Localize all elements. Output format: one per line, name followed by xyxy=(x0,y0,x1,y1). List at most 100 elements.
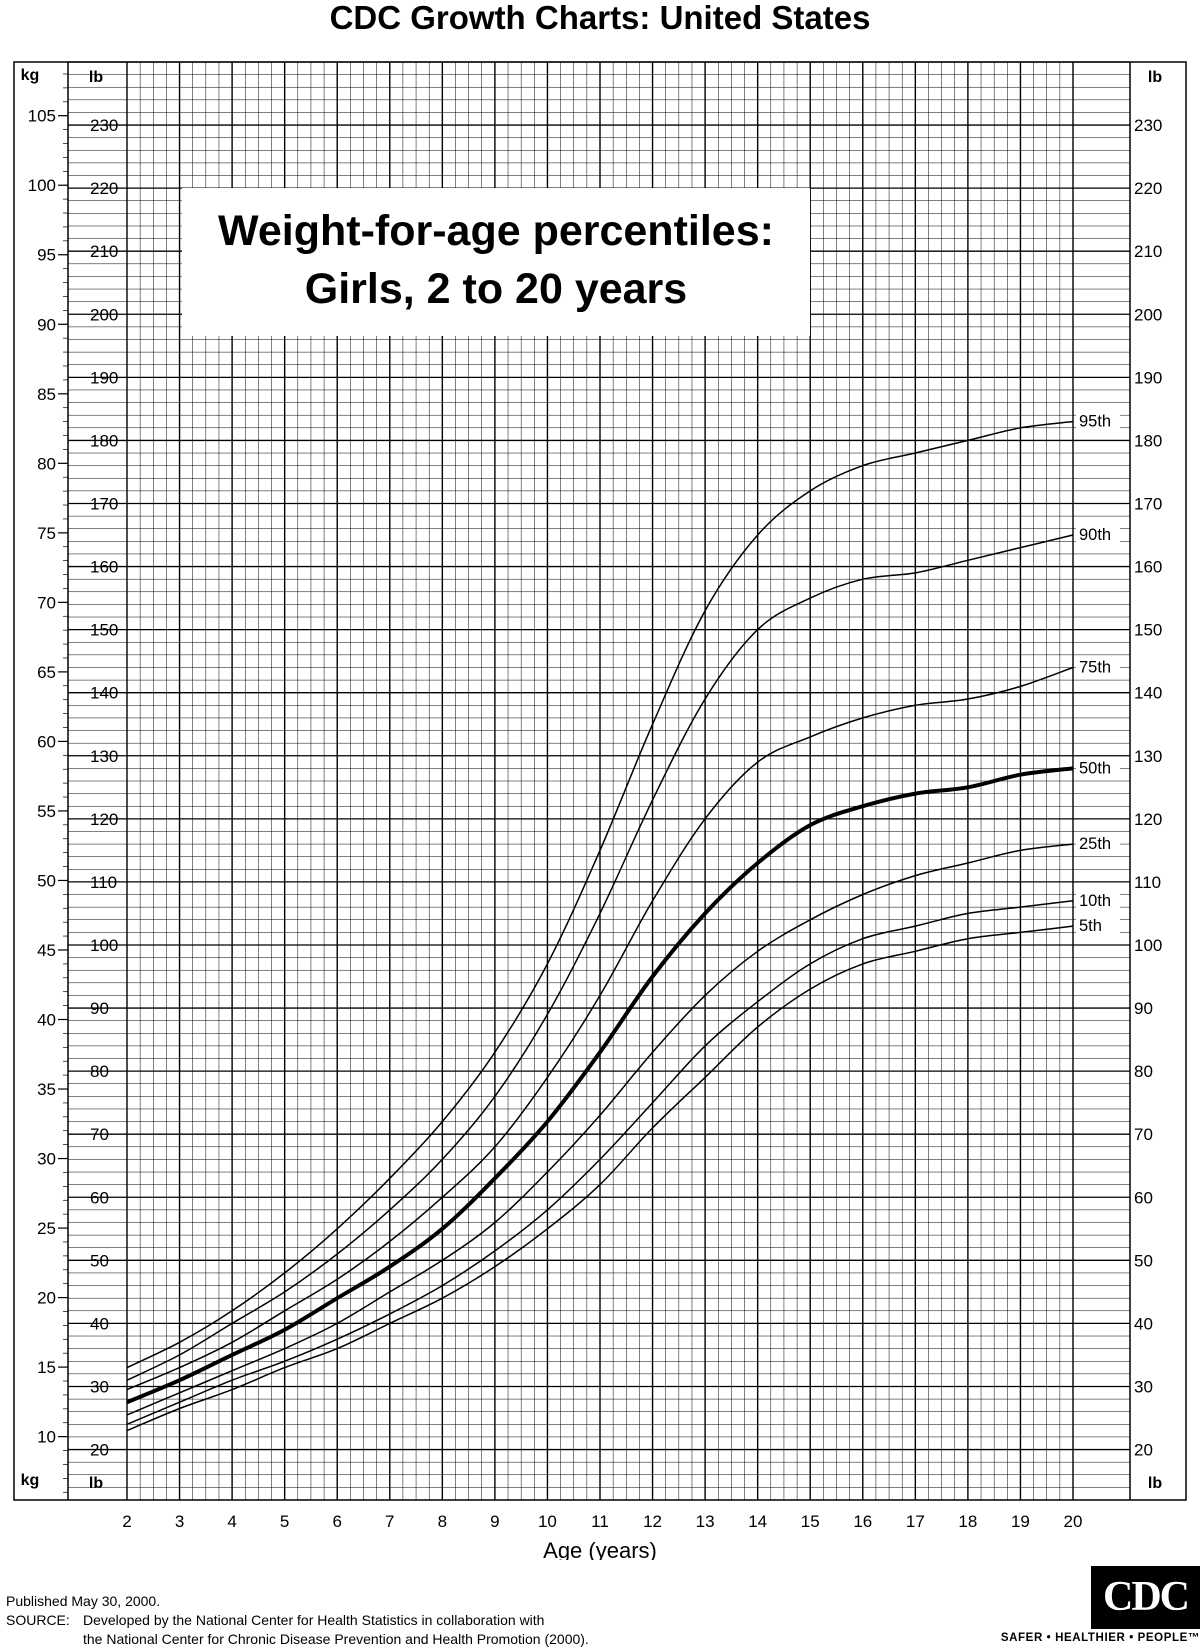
kg-tick-label: 20 xyxy=(37,1289,56,1308)
source-line-2: the National Center for Chronic Disease … xyxy=(83,1631,589,1647)
lb-tick-label-right: 140 xyxy=(1134,684,1162,703)
curve-90th xyxy=(126,534,1074,1381)
kg-tick-label: 95 xyxy=(37,246,56,265)
lb-tick-label-right: 130 xyxy=(1134,747,1162,766)
lb-tick-label-left: 40 xyxy=(90,1314,109,1333)
x-tick-label: 2 xyxy=(122,1512,131,1531)
lb-tick-label-left: 60 xyxy=(90,1188,109,1207)
lb-tick-label-right: 210 xyxy=(1134,242,1162,261)
lb-tick-label-left: 110 xyxy=(90,873,117,892)
x-tick-label: 3 xyxy=(175,1512,184,1531)
lb-tick-label-left: 210 xyxy=(90,242,118,261)
x-tick-label: 19 xyxy=(1011,1512,1030,1531)
series-label-10th: 10th xyxy=(1079,892,1111,910)
x-tick-label: 20 xyxy=(1064,1512,1083,1531)
x-tick-label: 4 xyxy=(227,1512,236,1531)
lb-tick-label-right: 50 xyxy=(1134,1251,1153,1270)
lb-tick-label-right: 170 xyxy=(1134,494,1162,513)
lb-tick-label-right: 190 xyxy=(1134,368,1162,387)
x-tick-label: 18 xyxy=(958,1512,977,1531)
series-label-25th: 25th xyxy=(1079,835,1111,853)
lb-tick-label-right: 40 xyxy=(1134,1314,1153,1333)
series-label-bg xyxy=(1076,657,1120,677)
x-tick-label: 13 xyxy=(696,1512,715,1531)
kg-unit-top: kg xyxy=(21,67,40,84)
lb-unit-top-right: lb xyxy=(1148,69,1162,86)
kg-tick-label: 70 xyxy=(37,593,56,612)
series-label-bg xyxy=(1076,834,1120,854)
lb-tick-label-right: 160 xyxy=(1134,558,1162,577)
chart-title: Weight-for-age percentiles: xyxy=(218,207,774,255)
lb-tick-label-left: 50 xyxy=(90,1251,109,1270)
lb-tick-label-left: 80 xyxy=(90,1062,109,1081)
chart-title-box: Weight-for-age percentiles: Girls, 2 to … xyxy=(182,188,810,336)
lb-tick-label-left: 160 xyxy=(90,558,118,577)
series-label-bg xyxy=(1076,890,1120,910)
kg-tick-label: 25 xyxy=(37,1219,56,1238)
lb-tick-label-right: 60 xyxy=(1134,1188,1153,1207)
lb-tick-label-left: 180 xyxy=(90,431,118,450)
kg-tick-label: 10 xyxy=(37,1428,56,1447)
kg-tick-label: 55 xyxy=(37,802,56,821)
lb-tick-label-left: 90 xyxy=(90,999,109,1018)
series-label-90th: 90th xyxy=(1079,526,1111,544)
kg-tick-label: 90 xyxy=(37,315,56,334)
kg-tick-label: 45 xyxy=(37,941,56,960)
x-tick-label: 12 xyxy=(643,1512,662,1531)
curve-50th xyxy=(126,766,1074,1405)
footer-notes: Published May 30, 2000. SOURCE: Develope… xyxy=(6,1592,589,1649)
x-tick-label: 16 xyxy=(853,1512,872,1531)
lb-tick-label-left: 150 xyxy=(90,621,118,640)
lb-unit-bottom-right: lb xyxy=(1148,1475,1162,1492)
lb-tick-label-left: 20 xyxy=(90,1441,109,1460)
series-label-50th: 50th xyxy=(1079,759,1111,777)
lb-tick-label-left: 130 xyxy=(90,747,118,766)
lb-tick-label-right: 110 xyxy=(1134,873,1161,892)
lb-tick-label-left: 70 xyxy=(90,1125,109,1144)
lb-tick-label-left: 220 xyxy=(90,179,118,198)
series-label-bg xyxy=(1076,411,1120,431)
cdc-logo: CDC xyxy=(1091,1566,1200,1629)
curve-95th xyxy=(126,420,1074,1369)
lb-tick-label-right: 230 xyxy=(1134,116,1162,135)
source-line-1: Developed by the National Center for Hea… xyxy=(83,1612,545,1628)
x-tick-label: 5 xyxy=(280,1512,289,1531)
lb-unit-bottom-left: lb xyxy=(89,1475,103,1492)
curve-75th xyxy=(126,666,1074,1391)
published-date: Published May 30, 2000. xyxy=(6,1593,161,1609)
x-tick-label: 17 xyxy=(906,1512,925,1531)
lb-tick-label-left: 230 xyxy=(90,116,118,135)
lb-tick-label-right: 100 xyxy=(1134,936,1162,955)
lb-tick-label-right: 200 xyxy=(1134,305,1162,324)
x-tick-label: 6 xyxy=(332,1512,341,1531)
page-title: CDC Growth Charts: United States xyxy=(329,0,871,36)
kg-unit-bottom: kg xyxy=(21,1472,40,1489)
kg-tick-label: 35 xyxy=(37,1080,56,1099)
growth-chart: 1015202530354045505560657075808590951001… xyxy=(13,61,1187,1560)
lb-tick-label-left: 200 xyxy=(90,305,118,324)
lb-tick-label-right: 120 xyxy=(1134,810,1162,829)
kg-tick-label: 105 xyxy=(28,107,56,126)
curve-5th xyxy=(126,925,1074,1432)
lb-tick-label-right: 180 xyxy=(1134,431,1162,450)
series-label-bg xyxy=(1076,525,1120,545)
kg-tick-label: 60 xyxy=(37,732,56,751)
x-tick-label: 10 xyxy=(538,1512,557,1531)
lb-tick-label-right: 30 xyxy=(1134,1377,1153,1396)
kg-tick-label: 15 xyxy=(37,1358,56,1377)
kg-tick-label: 65 xyxy=(37,663,56,682)
lb-unit-top-left: lb xyxy=(89,69,103,86)
chart-frame xyxy=(13,61,1187,1501)
cdc-tagline: SAFER • HEALTHIER • PEOPLE™ xyxy=(1000,1632,1200,1644)
x-tick-label: 14 xyxy=(748,1512,767,1531)
x-tick-label: 11 xyxy=(591,1512,609,1531)
series-label-bg xyxy=(1076,758,1120,778)
chart-subtitle: Girls, 2 to 20 years xyxy=(304,265,688,313)
curve-25th xyxy=(126,843,1074,1416)
lb-tick-label-right: 80 xyxy=(1134,1062,1153,1081)
lb-tick-label-left: 190 xyxy=(90,368,118,387)
x-tick-label: 8 xyxy=(438,1512,447,1531)
series-label-95th: 95th xyxy=(1079,413,1111,431)
series-label-75th: 75th xyxy=(1079,658,1111,676)
kg-tick-label: 40 xyxy=(37,1011,56,1030)
